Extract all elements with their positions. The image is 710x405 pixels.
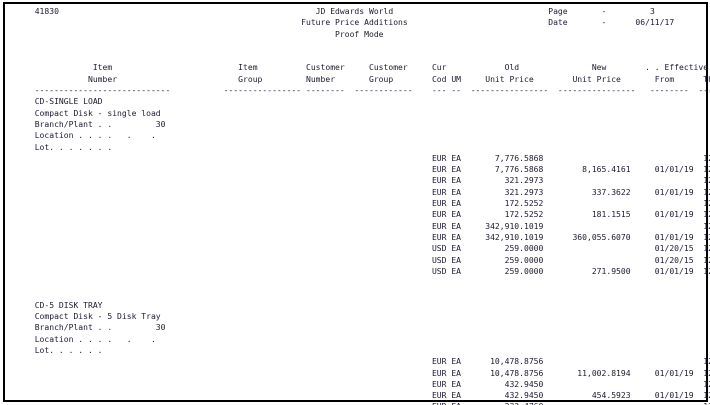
report-line-16: EUR EA 321.2973 337.3622 01/01/19 12/31/…: [25, 187, 710, 197]
report-line-23: USD EA 259.0000 271.9500 01/01/19 12/31/…: [25, 266, 710, 276]
page-border-top: [3, 2, 708, 4]
report-line-8: CD-SINGLE LOAD: [25, 97, 103, 107]
report-line-13: EUR EA 7,776.5868 12/31/20: [25, 153, 710, 163]
page-border-left: [3, 2, 5, 402]
report-line-9: Compact Disk - single load: [25, 108, 161, 118]
report-line-33: EUR EA 432.9450 12/31/20: [25, 379, 710, 389]
report-line-21: USD EA 259.0000 01/20/15 12/31/20: [25, 244, 710, 254]
report-line-11: Location . . . . . .: [25, 131, 156, 141]
report-line-1: Future Price Additions Date - 06/11/17: [25, 18, 675, 28]
report-line-17: EUR EA 172.5252 12/31/20: [25, 199, 710, 209]
report-line-2: Proof Mode: [25, 29, 384, 39]
report-line-3: [25, 40, 710, 51]
report-line-10: Branch/Plant . . 30: [25, 119, 166, 129]
report-line-31: EUR EA 10,478.8756 12/31/20: [25, 357, 710, 367]
report-line-30: Lot. . . . . .: [25, 345, 103, 355]
report-line-26: CD-5 DISK TRAY: [25, 300, 103, 310]
report-line-18: EUR EA 172.5252 181.1515 01/01/19 12/31/…: [25, 210, 710, 220]
report-line-32: EUR EA 10,478.8756 11,002.8194 01/01/19 …: [25, 368, 710, 378]
report-line-29: Location . . . . . .: [25, 334, 156, 344]
report-line-24: [25, 277, 710, 288]
report-line-12: Lot. . . . . . .: [25, 142, 113, 152]
report-line-34: EUR EA 432.9450 454.5923 01/01/19 12/31/…: [25, 391, 710, 401]
report-line-27: Compact Disk - 5 Disk Tray: [25, 312, 161, 322]
report-line-0: 41830 JD Edwards World Page - 3: [25, 7, 655, 16]
report-line-6: Number Group Number Group Cod UM Unit Pr…: [25, 74, 710, 84]
report-line-7: ---------------------------- -----------…: [25, 86, 710, 96]
report-line-20: EUR EA 342,910.1019 360,055.6070 01/01/1…: [25, 232, 710, 242]
report-line-25: [25, 288, 710, 299]
page-border-bottom: [3, 400, 708, 402]
page-border-right: [706, 2, 708, 402]
report-line-4: [25, 51, 710, 62]
report-line-5: Item Item Customer Customer Cur Old New …: [25, 63, 710, 73]
report-line-22: USD EA 259.0000 01/20/15 12/31/20: [25, 255, 710, 265]
report-line-35: EUR EA 232.4760 12/31/20: [25, 401, 710, 405]
report-line-19: EUR EA 342,910.1019 12/31/20: [25, 221, 710, 231]
report-line-15: EUR EA 321.2973 12/31/20: [25, 176, 710, 186]
report-line-14: EUR EA 7,776.5868 8,165.4161 01/01/19 12…: [25, 165, 710, 175]
report-line-28: Branch/Plant . . 30: [25, 323, 166, 333]
report-text-grid: 41830 JD Edwards World Page - 3 Future P…: [25, 6, 710, 405]
